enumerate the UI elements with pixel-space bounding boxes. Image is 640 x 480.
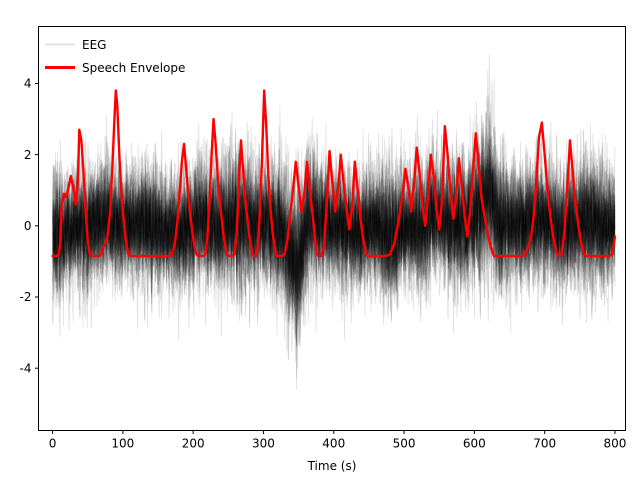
eeg-trace [52,161,616,304]
eeg-trace [52,123,616,346]
series-eeg [52,54,616,390]
x-axis-ticks: 0 100 200 300 400 500 600 700 800 [49,430,627,451]
chart-legend: EEG Speech Envelope [45,38,185,75]
eeg-trace [52,135,616,342]
eeg-trace [52,113,616,347]
eeg-trace [52,153,616,312]
eeg-trace [52,121,616,369]
series-speech-envelope [51,89,617,258]
x-tick-label: 700 [533,437,556,451]
x-axis-label: Time (s) [307,459,357,473]
y-axis-ticks: -4 -2 0 2 4 [20,77,39,375]
eeg-trace [52,110,616,332]
legend-label-eeg: EEG [82,38,106,52]
eeg-trace [52,160,616,299]
legend-label-speech-envelope: Speech Envelope [82,61,185,75]
eeg-trace [52,162,616,303]
eeg-trace [52,115,616,362]
eeg-trace [52,150,616,292]
axes-spines [38,26,626,431]
eeg-trace [52,164,616,307]
x-tick-label: 500 [393,437,416,451]
eeg-trace [52,155,616,310]
eeg-trace [52,95,616,317]
eeg-trace [52,147,616,390]
eeg-trace [52,131,616,352]
eeg-trace [52,156,616,311]
y-tick-label: -2 [20,290,32,304]
y-tick-label: -4 [20,361,32,375]
eeg-trace [52,120,616,338]
x-tick-label: 300 [252,437,275,451]
x-tick-label: 800 [604,437,627,451]
eeg-trace [52,149,616,317]
eeg-trace [52,116,616,306]
x-tick-label: 100 [111,437,134,451]
x-tick-label: 600 [463,437,486,451]
x-tick-label: 200 [182,437,205,451]
y-tick-label: 4 [24,77,32,91]
eeg-trace [52,139,616,287]
eeg-trace [52,170,616,323]
y-tick-label: 2 [24,148,32,162]
eeg-trace [52,131,616,313]
eeg-trace [52,114,616,379]
x-tick-label: 0 [49,437,57,451]
x-tick-label: 400 [322,437,345,451]
eeg-trace [52,145,616,318]
eeg-trace [52,165,616,295]
eeg-trace [52,54,616,347]
eeg-trace [52,77,616,361]
data-layer [51,54,617,390]
eeg-trace [52,138,616,335]
eeg-trace [52,144,616,320]
y-tick-label: 0 [24,219,32,233]
eeg-trace [52,152,616,320]
